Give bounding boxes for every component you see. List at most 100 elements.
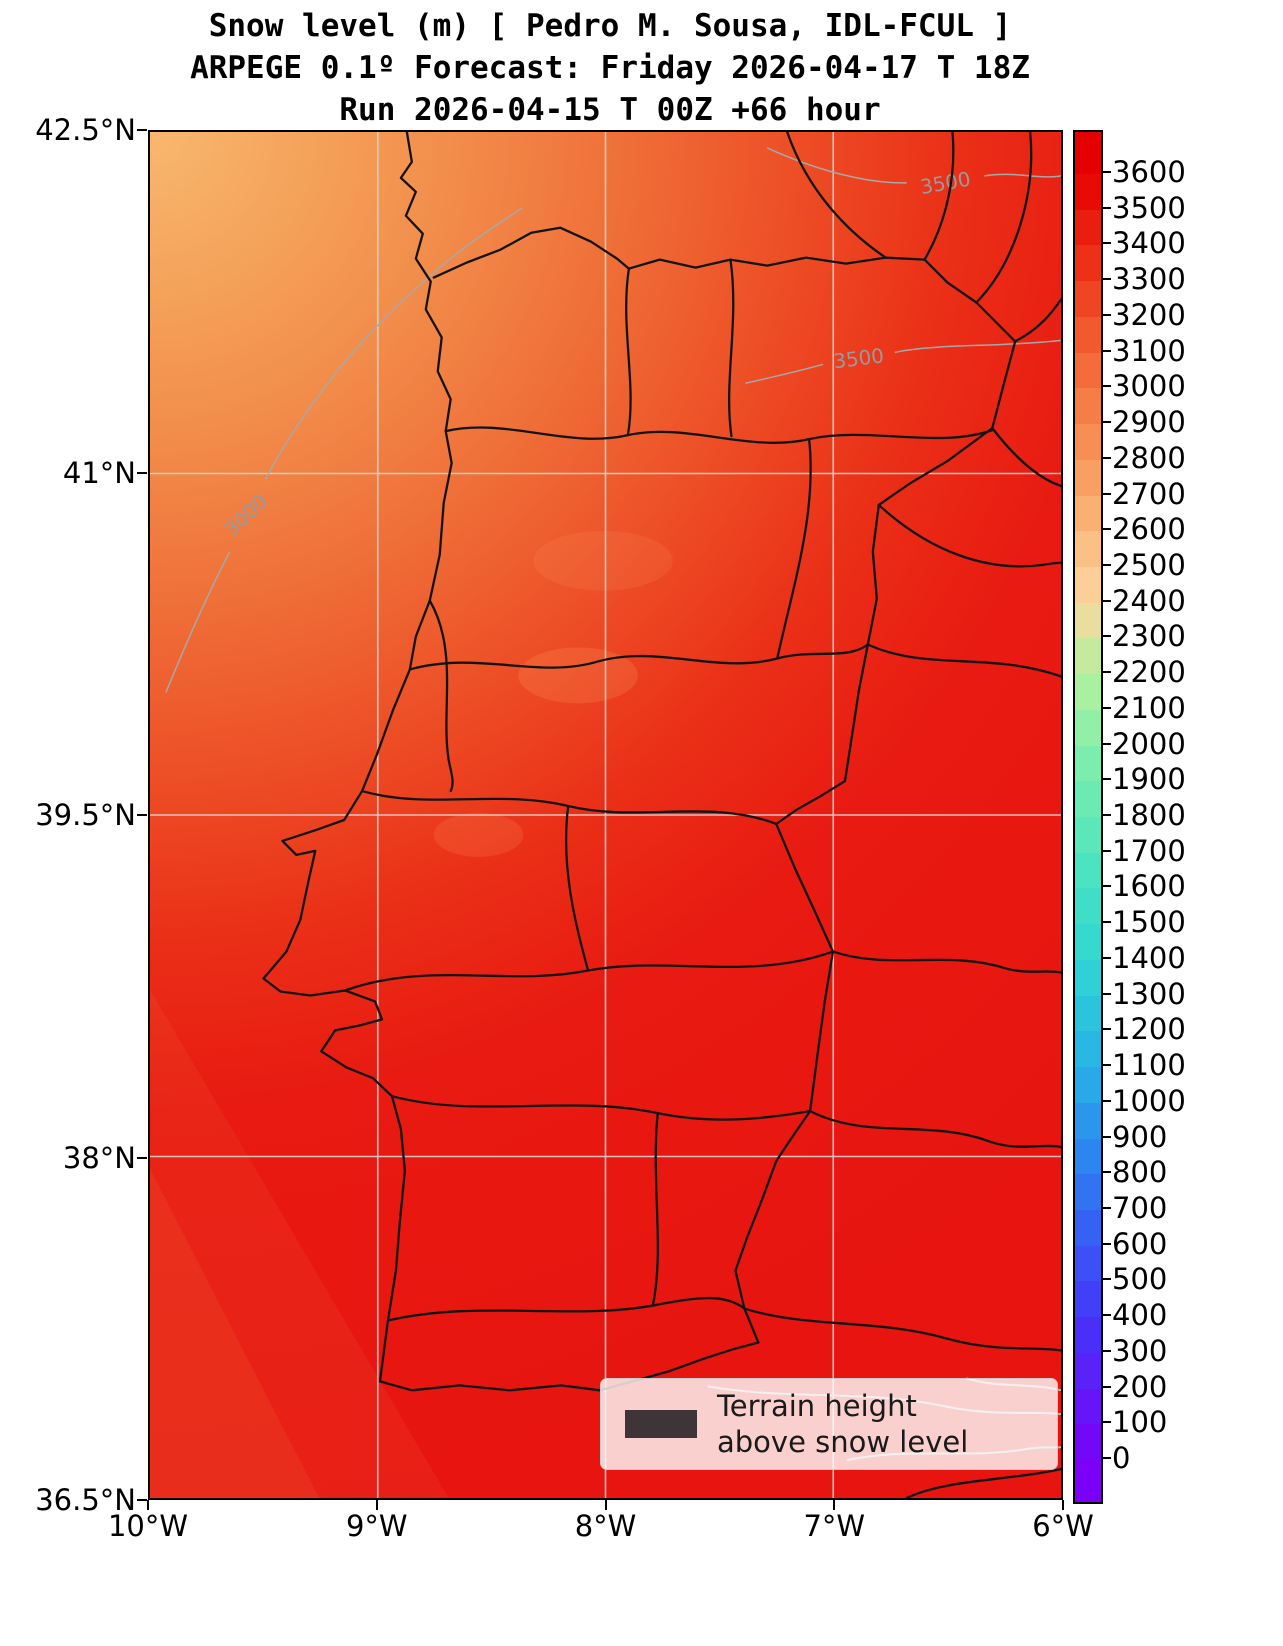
colorbar-tick-label: 1200 xyxy=(1112,1012,1186,1047)
district-boundary xyxy=(564,804,590,972)
district-boundary xyxy=(428,599,454,793)
border-path xyxy=(432,226,1017,1344)
colorbar-cell xyxy=(1075,495,1101,532)
colorbar-cell xyxy=(1075,174,1101,211)
field-texture xyxy=(150,530,673,1498)
colorbar-tick-label: 1300 xyxy=(1112,976,1186,1011)
colorbar-cell xyxy=(1075,1317,1101,1354)
province-boundary xyxy=(877,503,1061,568)
colorbar-tick-label: 3400 xyxy=(1112,226,1186,261)
colorbar-tick-label: 1400 xyxy=(1112,940,1186,975)
colorbar-tick-mark xyxy=(1103,528,1111,531)
province-boundary xyxy=(1014,298,1061,343)
colorbar-cell xyxy=(1075,245,1101,282)
colorbar-tick-label: 2200 xyxy=(1112,655,1186,690)
map-svg: 3500 3500 3000 xyxy=(150,132,1061,1498)
x-axis-tick-label: 7°W xyxy=(803,1509,866,1543)
colorbar-cell xyxy=(1075,388,1101,425)
colorbar-tick-mark xyxy=(1103,1242,1111,1245)
province-boundary xyxy=(786,132,887,259)
colorbar-tick-mark xyxy=(1103,313,1111,316)
colorbar-tick-mark xyxy=(1103,385,1111,388)
colorbar-tick-label: 500 xyxy=(1112,1262,1168,1297)
colorbar-tick-label: 2800 xyxy=(1112,440,1186,475)
colorbar-tick-label: 800 xyxy=(1112,1155,1168,1190)
district-boundary xyxy=(727,258,735,438)
colorbar-tick-mark xyxy=(1103,599,1111,602)
colorbar-cell xyxy=(1075,1031,1101,1068)
y-axis-tick-mark xyxy=(137,129,147,131)
colorbar-cell xyxy=(1075,817,1101,854)
district-boundary xyxy=(408,643,869,671)
colorbar-extend-under xyxy=(1075,1460,1101,1502)
colorbar-tick-mark xyxy=(1103,563,1111,566)
x-axis-tick-label: 8°W xyxy=(574,1509,637,1543)
contour-line-3500-b xyxy=(745,363,824,384)
legend-label: Terrain height above snow level xyxy=(717,1388,968,1460)
colorbar-tick-mark xyxy=(1103,1349,1111,1352)
y-axis-tick-label: 39.5°N xyxy=(35,798,136,832)
colorbar-tick-mark xyxy=(1103,171,1111,173)
colorbar-tick-mark xyxy=(1103,671,1111,674)
colorbar-tick-mark xyxy=(1103,456,1111,459)
colorbar-tick-label: 600 xyxy=(1112,1226,1168,1261)
y-axis-tick-label: 38°N xyxy=(62,1140,136,1175)
province-boundary xyxy=(975,132,1033,304)
colorbar-cell xyxy=(1075,459,1101,497)
colorbar-tick-mark xyxy=(1103,278,1111,281)
colorbar xyxy=(1073,130,1103,1504)
colorbar-tick-label: 2100 xyxy=(1112,690,1186,725)
colorbar-tick-mark xyxy=(1103,421,1111,424)
colorbar-tick-mark xyxy=(1103,778,1111,781)
colorbar-tick-mark xyxy=(1103,992,1111,995)
colorbar-cell xyxy=(1075,1352,1101,1390)
colorbar-tick-mark xyxy=(1103,956,1111,959)
colorbar-tick-label: 1700 xyxy=(1112,833,1186,868)
colorbar-tick-label: 300 xyxy=(1112,1333,1168,1368)
colorbar-tick-label: 2600 xyxy=(1112,512,1186,547)
contour-line-3000-a xyxy=(165,551,231,693)
province-boundary xyxy=(743,1307,1061,1352)
colorbar-cell xyxy=(1075,745,1101,782)
colorbar-tick-mark xyxy=(1103,706,1111,709)
y-axis-tick-mark xyxy=(137,1156,147,1159)
legend-label-line1: Terrain height xyxy=(717,1389,917,1423)
map-plot-area: 3500 3500 3000 xyxy=(148,130,1063,1500)
colorbar-tick-label: 700 xyxy=(1112,1190,1168,1225)
province-boundary xyxy=(808,1109,1061,1149)
colorbar-cell xyxy=(1075,1102,1101,1140)
x-axis-tick-label: 9°W xyxy=(345,1509,408,1543)
colorbar-cell xyxy=(1075,352,1101,389)
legend-label-line2: above snow level xyxy=(717,1425,969,1459)
x-axis-tick-mark xyxy=(375,1500,378,1510)
colorbar-cell xyxy=(1075,1388,1101,1425)
colorbar-tick-label: 2900 xyxy=(1112,405,1186,440)
colorbar-tick-label: 200 xyxy=(1112,1369,1168,1404)
province-boundary xyxy=(991,426,1061,488)
colorbar-cell xyxy=(1075,602,1101,639)
district-boundary xyxy=(625,267,632,437)
colorbar-tick-label: 1600 xyxy=(1112,869,1186,904)
colorbar-cell xyxy=(1075,1067,1101,1104)
colorbar-cell xyxy=(1075,674,1101,711)
colorbar-cell xyxy=(1075,1209,1101,1247)
colorbar-tick-label: 1800 xyxy=(1112,798,1186,832)
colorbar-cell xyxy=(1075,424,1101,461)
colorbar-cell xyxy=(1075,924,1101,961)
colorbar-tick-label: 1100 xyxy=(1112,1048,1186,1083)
colorbar-tick-mark xyxy=(1103,206,1111,209)
administrative-boundaries xyxy=(262,132,1061,1498)
colorbar-tick-mark xyxy=(1103,1385,1111,1388)
district-boundary xyxy=(444,426,994,444)
contour-line-3500-b2 xyxy=(894,339,1061,354)
colorbar-tick-label: 3500 xyxy=(1112,190,1186,225)
colorbar-tick-mark xyxy=(1103,1314,1111,1317)
colorbar-tick-mark xyxy=(1103,1206,1111,1209)
colorbar-tick-label: 3300 xyxy=(1112,262,1186,297)
colorbar-tick-label: 2000 xyxy=(1112,726,1186,761)
colorbar-tick-mark xyxy=(1103,1278,1111,1281)
colorbar-cell xyxy=(1075,995,1101,1032)
legend: Terrain height above snow level xyxy=(600,1378,1058,1470)
colorbar-tick-label: 0 xyxy=(1112,1441,1131,1475)
